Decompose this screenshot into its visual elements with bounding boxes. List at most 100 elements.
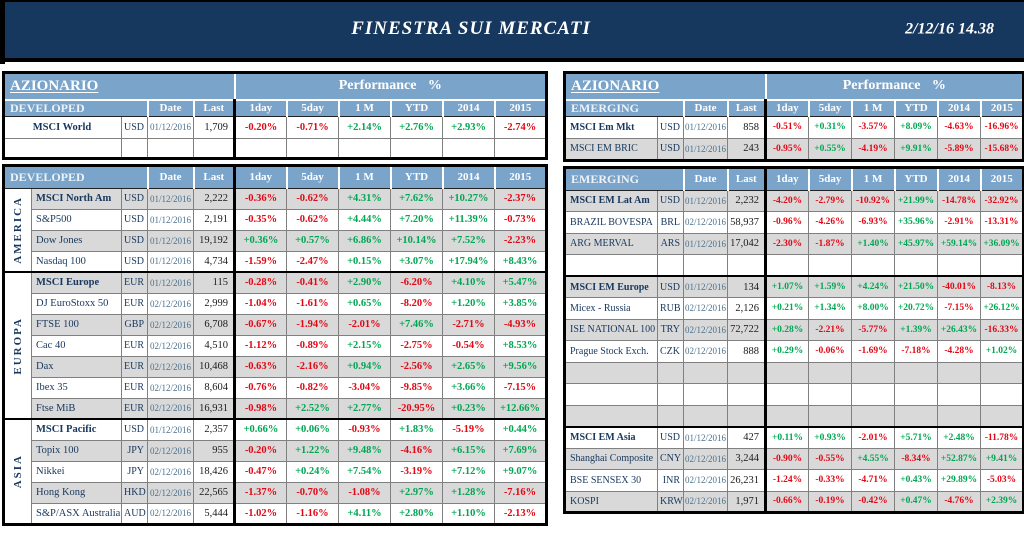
date-cell: 02/12/2016 xyxy=(147,439,194,462)
table-row: BRAZIL BOVESPA BRL 02/12/2016 58,937 -0.96% -… xyxy=(564,211,1024,234)
perf-cell: +26.43% xyxy=(937,318,982,341)
perf-cell: +10.27% xyxy=(442,187,495,210)
block-header: DEVELOPED xyxy=(2,164,149,189)
currency-cell: USD xyxy=(121,187,148,210)
perf-cell: +10.14% xyxy=(390,229,443,252)
perf-cell: -7.15% xyxy=(937,297,982,320)
perf-cell: -0.96% xyxy=(764,211,810,234)
empty-cell xyxy=(192,137,236,159)
perf-cell: -1.94% xyxy=(286,313,339,336)
date-cell: 01/12/2016 xyxy=(683,189,729,212)
currency-cell: EUR xyxy=(121,376,148,399)
empty-cell xyxy=(851,404,896,427)
table-row: EUROPA MSCI Europe EUR 01/12/2016 115 -0.28% -… xyxy=(3,271,547,420)
currency-cell: INR xyxy=(656,469,685,492)
perf-cell: -0.90% xyxy=(764,447,810,470)
perf-cell: -16.33% xyxy=(980,318,1024,341)
col-header-2015: 2015 xyxy=(493,164,548,189)
perf-cell: -4.76% xyxy=(937,490,982,513)
perf-cell: +3.07% xyxy=(390,250,443,273)
emerging-detail-rows: MSCI EM Lat Am USD 01/12/2016 2,232 -4.20% -2… xyxy=(564,189,1024,513)
last-cell: 8,604 xyxy=(193,376,235,399)
currency-cell: EUR xyxy=(121,397,148,420)
developed-summary-rows: MSCI World USD 01/12/2016 1,709 -0.20% -0.71%… xyxy=(3,115,548,159)
perf-cell: +1.59% xyxy=(808,275,853,298)
date-cell: 01/12/2016 xyxy=(683,137,728,161)
perf-cell: -5.19% xyxy=(442,418,495,441)
developed-detail-block: DEVELOPED Date Last 1day 5day 1 M YTD 20… xyxy=(2,163,548,526)
col-header-5day: 5day xyxy=(807,98,853,117)
col-header-date: Date xyxy=(682,98,729,117)
table-row: Nasdaq 100 USD 01/12/2016 4,734 -1.59% -2.47%… xyxy=(4,250,547,273)
perf-cell: -0.51% xyxy=(764,115,810,139)
col-header-5day: 5day xyxy=(285,98,340,117)
currency-cell: USD xyxy=(121,115,148,139)
index-name-cell: MSCI EM Europe xyxy=(564,275,658,298)
table-row: Dax EUR 02/12/2016 10,468 -0.63% -2.16% +0.94%… xyxy=(4,355,547,378)
perf-cell: +2.97% xyxy=(390,481,443,504)
perf-cell: -1.16% xyxy=(286,502,339,525)
spacer-row xyxy=(564,383,1024,406)
table-row: Ftse MiB EUR 02/12/2016 16,931 -0.98% +2.52% +… xyxy=(4,397,547,420)
currency-cell: GBP xyxy=(121,313,148,336)
perf-cell: +52.87% xyxy=(937,447,982,470)
empty-cell xyxy=(764,404,810,427)
empty-cell xyxy=(980,383,1024,406)
date-cell: 02/12/2016 xyxy=(683,318,729,341)
last-cell: 6,708 xyxy=(193,313,235,336)
empty-cell xyxy=(147,137,194,159)
table-row: MSCI EM BRIC USD 01/12/2016 243 -0.95% +0.55%… xyxy=(564,137,1024,161)
perf-cell: +0.23% xyxy=(442,397,495,420)
last-cell: 10,468 xyxy=(193,355,235,378)
perf-cell: +7.46% xyxy=(390,313,443,336)
perf-cell: -2.23% xyxy=(494,229,547,252)
currency-cell: HKD xyxy=(121,481,148,504)
date-cell: 01/12/2016 xyxy=(683,275,729,298)
currency-cell: CNY xyxy=(656,447,685,470)
empty-cell xyxy=(727,404,767,427)
perf-cell: +8.53% xyxy=(494,334,547,357)
currency-cell: KRW xyxy=(656,490,685,513)
perf-cell: -4.19% xyxy=(851,137,896,161)
last-cell: 115 xyxy=(193,271,235,294)
perf-cell: -2.30% xyxy=(764,232,810,255)
perf-cell: +9.48% xyxy=(338,439,391,462)
last-cell: 26,231 xyxy=(727,469,767,492)
index-name-cell: S&P500 xyxy=(31,208,122,231)
region-cell: ASIA xyxy=(3,418,32,525)
empty-cell xyxy=(390,137,444,159)
perf-cell: -0.63% xyxy=(233,355,287,378)
perf-cell: -6.20% xyxy=(390,271,443,294)
perf-cell: -0.73% xyxy=(494,208,547,231)
index-name-cell: Ibex 35 xyxy=(31,376,122,399)
date-cell: 02/12/2016 xyxy=(147,460,194,483)
index-name-cell: ARG MERVAL xyxy=(564,232,658,255)
last-cell: 243 xyxy=(726,137,767,161)
currency-cell: USD xyxy=(656,275,685,298)
date-cell: 01/12/2016 xyxy=(147,250,194,273)
header-banner: FINESTRA SUI MERCATI 2/12/16 14.38 xyxy=(0,0,1024,64)
perf-cell: +2.77% xyxy=(338,397,391,420)
emerging-summary-rows: MSCI Em Mkt USD 01/12/2016 858 -0.51% +0.31% -… xyxy=(564,115,1024,161)
perf-cell: -8.34% xyxy=(894,447,939,470)
perf-cell: -0.76% xyxy=(233,376,287,399)
currency-cell: EUR xyxy=(121,292,148,315)
table-row: Hong Kong HKD 02/12/2016 22,565 -1.37% -0.70%… xyxy=(4,481,547,504)
date-cell: 01/12/2016 xyxy=(147,187,194,210)
col-header-last: Last xyxy=(192,98,236,117)
perf-cell: -2.01% xyxy=(338,313,391,336)
table-row: MSCI EM Europe USD 01/12/2016 134 +1.07% +1.5… xyxy=(564,275,1024,298)
perf-cell: +4.11% xyxy=(338,502,391,525)
empty-cell xyxy=(683,361,729,384)
perf-cell: +9.41% xyxy=(980,447,1024,470)
empty-cell xyxy=(937,404,982,427)
perf-cell: +45.97% xyxy=(894,232,939,255)
currency-cell: USD xyxy=(121,418,148,441)
empty-cell xyxy=(764,254,810,277)
col-header-1m: 1 M xyxy=(850,98,896,117)
table-row: BSE SENSEX 30 INR 02/12/2016 26,231 -1.24% -0… xyxy=(564,469,1024,492)
perf-cell: -2.79% xyxy=(808,189,853,212)
col-header-1m: 1 M xyxy=(337,98,392,117)
last-cell: 3,244 xyxy=(727,447,767,470)
table-row: Topix 100 JPY 02/12/2016 955 -0.20% +1.22% +9.… xyxy=(4,439,547,462)
